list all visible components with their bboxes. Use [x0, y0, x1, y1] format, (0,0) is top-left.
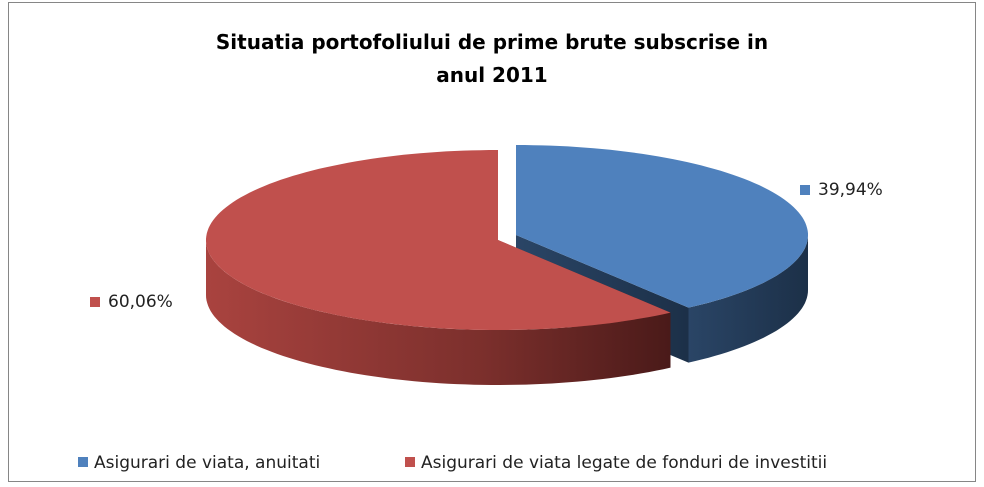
- data-label: 60,06%: [108, 292, 173, 312]
- slice-top: [206, 150, 671, 330]
- slice-side: [206, 240, 671, 385]
- chart-title-box: Situatia portofoliului de prime brute su…: [0, 26, 984, 92]
- slice-top: [516, 145, 808, 308]
- legend-swatch: [78, 457, 88, 467]
- pie-slice: [206, 150, 671, 385]
- legend-label: Asigurari de viata legate de fonduri de …: [421, 453, 827, 473]
- chart-frame: [8, 2, 976, 482]
- label-swatch: [90, 297, 100, 307]
- legend-swatch: [405, 457, 415, 467]
- slice-side: [688, 235, 808, 363]
- chart-title: Situatia portofoliului de prime brute su…: [215, 30, 769, 87]
- legend-label: Asigurari de viata, anuitati: [94, 453, 320, 473]
- label-swatch: [800, 185, 810, 195]
- data-label: 39,94%: [818, 180, 883, 200]
